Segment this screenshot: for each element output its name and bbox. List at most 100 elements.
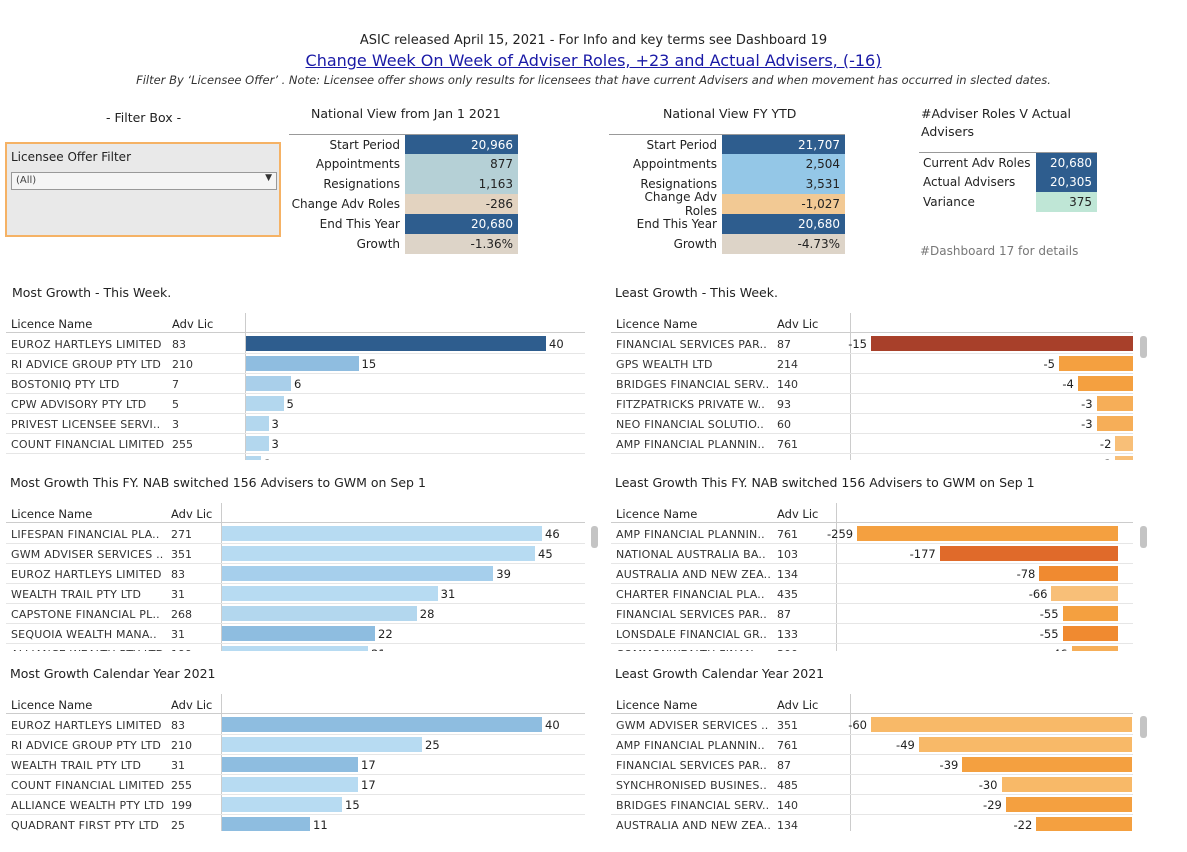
growth-bar[interactable]: [222, 566, 494, 581]
growth-bar[interactable]: [222, 526, 542, 541]
adv-lic-header[interactable]: Adv Lic: [171, 698, 213, 712]
growth-bar[interactable]: [222, 626, 376, 641]
growth-bar[interactable]: [222, 737, 422, 752]
growth-bar[interactable]: [857, 526, 1118, 541]
least-cal-scrollbar[interactable]: [1140, 716, 1147, 738]
licence-name: COMMONWEALTH FINAN..: [616, 648, 761, 651]
licence-name-header[interactable]: Licence Name: [616, 698, 698, 712]
list-row[interactable]: FINANCIAL SERVICES PAR.. 87 -15: [611, 334, 1133, 354]
list-row[interactable]: AUSTRALIA AND NEW ZEA.. 134 -22: [611, 815, 1133, 831]
list-row[interactable]: LONSDALE FINANCIAL GR.. 133 -55: [611, 624, 1133, 644]
list-row[interactable]: CHARTER FINANCIAL PLA.. 435 -66: [611, 584, 1133, 604]
list-row[interactable]: NATIONAL AUSTRALIA BA.. 103 -177: [611, 544, 1133, 564]
list-row[interactable]: GPS WEALTH LTD 214 -5: [611, 354, 1133, 374]
list-row[interactable]: EUROZ HARTLEYS LIMITED 83 40: [6, 334, 585, 354]
licence-name-header[interactable]: Licence Name: [616, 507, 698, 521]
growth-bar[interactable]: [918, 737, 1132, 752]
growth-bar[interactable]: [962, 757, 1132, 772]
list-row[interactable]: CAPSTONE FINANCIAL PL.. 268 28: [6, 604, 585, 624]
list-row[interactable]: COUNT FINANCIAL LIMITED 255 17: [6, 775, 585, 795]
licence-name-header[interactable]: Licence Name: [11, 698, 93, 712]
growth-bar[interactable]: [1036, 817, 1132, 831]
growth-bar[interactable]: [871, 717, 1132, 732]
growth-bar[interactable]: [1115, 456, 1133, 460]
growth-bar[interactable]: [246, 376, 291, 391]
least-fy-scrollbar[interactable]: [1140, 526, 1147, 548]
growth-bar[interactable]: [222, 546, 536, 561]
list-row[interactable]: NEO FINANCIAL SOLUTIO.. 60 -3: [611, 414, 1133, 434]
growth-bar[interactable]: [222, 646, 369, 651]
growth-bar[interactable]: [222, 797, 342, 812]
growth-bar[interactable]: [222, 606, 417, 621]
list-row[interactable]: RI ADVICE GROUP PTY LTD 210 15: [6, 354, 585, 374]
list-row[interactable]: FINANCIAL SERVICES PAR.. 87 -39: [611, 755, 1133, 775]
list-row[interactable]: AMP FINANCIAL PLANNIN.. 761 -2: [611, 434, 1133, 454]
list-row[interactable]: CPW ADVISORY PTY LTD 5 5: [6, 394, 585, 414]
licence-name-header[interactable]: Licence Name: [11, 507, 93, 521]
list-row[interactable]: WEALTH TRAIL PTY LTD 31 31: [6, 584, 585, 604]
least-week-scrollbar[interactable]: [1140, 336, 1147, 358]
list-row[interactable]: ALLIANCE WEALTH PTY LTD 199 15: [6, 795, 585, 815]
list-row[interactable]: EUROZ HARTLEYS LIMITED 83 39: [6, 564, 585, 584]
growth-bar[interactable]: [1096, 416, 1133, 431]
list-row[interactable]: FINANCIAL SERVICES PAR.. 87 -55: [611, 604, 1133, 624]
adv-lic-header[interactable]: Adv Lic: [172, 317, 214, 331]
list-row[interactable]: INNOVUS LICENSEE SERV.. 2 2: [6, 454, 585, 460]
growth-bar[interactable]: [1005, 797, 1132, 812]
adv-lic-header[interactable]: Adv Lic: [777, 317, 819, 331]
growth-bar[interactable]: [222, 757, 358, 772]
list-row[interactable]: BOSTONIQ PTY LTD 7 6: [6, 374, 585, 394]
growth-bar[interactable]: [246, 416, 269, 431]
list-row[interactable]: AUSTRALIA AND NEW ZEA.. 134 -78: [611, 564, 1133, 584]
growth-bar[interactable]: [939, 546, 1118, 561]
growth-bar[interactable]: [1059, 356, 1133, 371]
list-row[interactable]: BRIDGES FINANCIAL SERV.. 140 -29: [611, 795, 1133, 815]
growth-bar[interactable]: [1051, 586, 1118, 601]
growth-bar[interactable]: [1077, 376, 1133, 391]
licensee-offer-dropdown[interactable]: (All) ▼: [11, 172, 277, 190]
growth-bar[interactable]: [1096, 396, 1133, 411]
growth-bar[interactable]: [222, 717, 542, 732]
list-row[interactable]: GWM ADVISER SERVICES .. 351 -60: [611, 715, 1133, 735]
list-row[interactable]: ALLIANCE WEALTH PTY LTD 199 21: [6, 644, 585, 651]
list-row[interactable]: PRIVEST LICENSEE SERVI.. 3 3: [6, 414, 585, 434]
growth-bar[interactable]: [246, 356, 359, 371]
list-row[interactable]: CHARTER FINANCIAL PLA.. 435 -2: [611, 454, 1133, 460]
growth-bar[interactable]: [222, 817, 310, 831]
list-row[interactable]: WEALTH TRAIL PTY LTD 31 17: [6, 755, 585, 775]
list-row[interactable]: COUNT FINANCIAL LIMITED 255 3: [6, 434, 585, 454]
list-row[interactable]: COMMONWEALTH FINAN.. 300 -46: [611, 644, 1133, 651]
list-row[interactable]: FITZPATRICKS PRIVATE W.. 93 -3: [611, 394, 1133, 414]
most-fy-scrollbar[interactable]: [591, 526, 598, 548]
growth-bar[interactable]: [246, 336, 546, 351]
growth-bar[interactable]: [1062, 626, 1118, 641]
licence-name-header[interactable]: Licence Name: [11, 317, 93, 331]
list-row[interactable]: RI ADVICE GROUP PTY LTD 210 25: [6, 735, 585, 755]
list-row[interactable]: SYNCHRONISED BUSINES.. 485 -30: [611, 775, 1133, 795]
growth-bar[interactable]: [871, 336, 1133, 351]
adv-lic-header[interactable]: Adv Lic: [777, 507, 819, 521]
list-row[interactable]: AMP FINANCIAL PLANNIN.. 761 -49: [611, 735, 1133, 755]
growth-bar[interactable]: [1001, 777, 1132, 792]
growth-bar[interactable]: [1062, 606, 1118, 621]
list-row[interactable]: BRIDGES FINANCIAL SERV.. 140 -4: [611, 374, 1133, 394]
growth-bar[interactable]: [1039, 566, 1118, 581]
dashboard-title-link[interactable]: Change Week On Week of Adviser Roles, +2…: [305, 51, 882, 70]
adv-lic-header[interactable]: Adv Lic: [777, 698, 819, 712]
list-row[interactable]: LIFESPAN FINANCIAL PLA.. 271 46: [6, 524, 585, 544]
growth-bar[interactable]: [222, 777, 358, 792]
list-row[interactable]: EUROZ HARTLEYS LIMITED 83 40: [6, 715, 585, 735]
growth-bar[interactable]: [246, 456, 261, 460]
growth-bar[interactable]: [246, 436, 269, 451]
growth-bar[interactable]: [246, 396, 284, 411]
chevron-down-icon[interactable]: ▼: [265, 173, 272, 183]
growth-bar[interactable]: [222, 586, 438, 601]
growth-bar[interactable]: [1115, 436, 1133, 451]
list-row[interactable]: AMP FINANCIAL PLANNIN.. 761 -259: [611, 524, 1133, 544]
list-row[interactable]: SEQUOIA WEALTH MANA.. 31 22: [6, 624, 585, 644]
list-row[interactable]: QUADRANT FIRST PTY LTD 25 11: [6, 815, 585, 831]
growth-bar[interactable]: [1071, 646, 1118, 651]
licence-name-header[interactable]: Licence Name: [616, 317, 698, 331]
adv-lic-header[interactable]: Adv Lic: [171, 507, 213, 521]
list-row[interactable]: GWM ADVISER SERVICES .. 351 45: [6, 544, 585, 564]
